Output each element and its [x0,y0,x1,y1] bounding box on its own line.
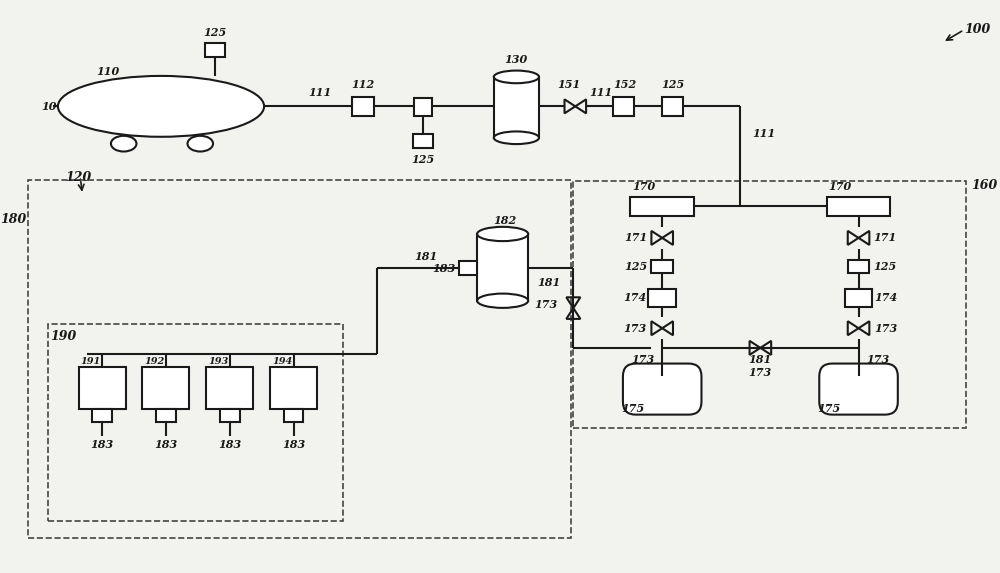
Text: 181: 181 [537,277,560,288]
Bar [630,197,694,216]
Text: 191: 191 [80,357,101,366]
Bar [48,324,343,521]
Text: 194: 194 [272,357,292,366]
Text: 125: 125 [412,154,435,165]
Text: 183: 183 [154,438,178,450]
Text: 183: 183 [90,438,114,450]
Ellipse shape [477,227,528,241]
Text: 173: 173 [749,367,772,378]
Bar [494,77,539,138]
Text: 173: 173 [534,299,558,309]
Text: 125: 125 [203,27,227,38]
Ellipse shape [111,136,136,151]
Text: 130: 130 [505,54,528,65]
Bar [413,134,433,148]
Ellipse shape [188,136,213,151]
Text: 182: 182 [493,215,516,226]
Text: 100: 100 [964,23,990,36]
Bar [459,261,477,275]
Text: 183: 183 [432,263,456,274]
Bar [651,260,673,273]
Bar [414,99,432,116]
Bar [648,289,676,307]
Bar [28,180,571,538]
Text: 111: 111 [308,87,332,98]
Text: 193: 193 [208,357,228,366]
Text: 112: 112 [352,79,375,91]
Text: 173: 173 [866,354,890,365]
Bar [284,409,303,422]
Text: 10: 10 [41,101,57,112]
Text: 174: 174 [874,292,898,303]
Bar [845,289,872,307]
Bar [477,234,528,301]
FancyBboxPatch shape [819,363,898,415]
Text: 181: 181 [749,354,772,365]
Text: 125: 125 [624,261,647,272]
Text: 173: 173 [623,323,646,333]
Ellipse shape [58,76,264,137]
Text: 171: 171 [873,233,897,244]
Text: 152: 152 [614,79,637,91]
Text: 190: 190 [50,329,76,343]
Text: 151: 151 [557,79,580,91]
Text: 170: 170 [632,181,655,193]
Text: 175: 175 [817,403,841,414]
Text: 120: 120 [65,171,91,183]
Text: 175: 175 [621,403,644,414]
Text: 192: 192 [144,357,165,366]
Ellipse shape [494,131,539,144]
Bar [848,260,869,273]
Text: 183: 183 [282,438,305,450]
Text: 173: 173 [874,323,898,333]
Text: 110: 110 [96,66,119,77]
Bar [662,96,683,116]
Ellipse shape [494,70,539,83]
Bar [205,42,225,57]
Text: 181: 181 [414,251,438,262]
Bar [573,181,966,429]
Text: 171: 171 [624,233,647,244]
Text: 174: 174 [623,292,646,303]
FancyBboxPatch shape [623,363,701,415]
Bar [352,96,374,116]
Text: 183: 183 [218,438,241,450]
Bar [156,409,176,422]
Bar [92,409,112,422]
Text: 111: 111 [589,87,612,98]
Text: 170: 170 [829,181,852,193]
Bar [206,367,253,409]
Bar [613,96,634,116]
Text: 180: 180 [0,213,27,226]
Ellipse shape [477,293,528,308]
Text: 125: 125 [873,261,897,272]
Bar [220,409,240,422]
Bar [142,367,189,409]
Text: 173: 173 [631,354,654,365]
Bar [270,367,317,409]
Text: 125: 125 [661,79,684,91]
Text: 111: 111 [752,128,775,139]
Bar [827,197,890,216]
Text: 160: 160 [971,179,997,193]
Bar [79,367,126,409]
